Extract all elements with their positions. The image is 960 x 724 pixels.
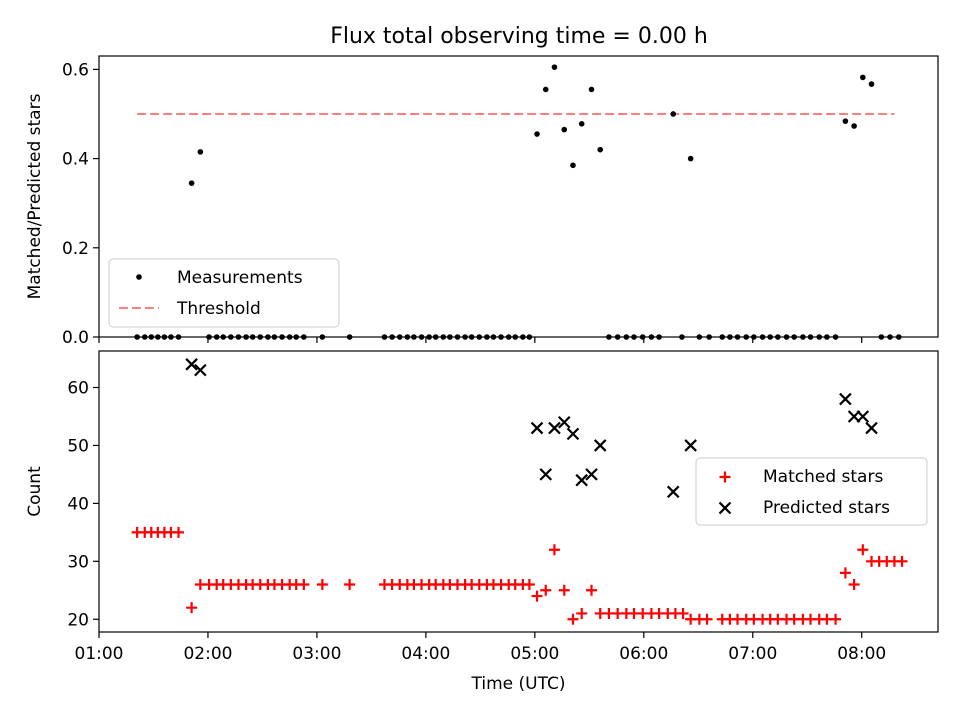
legend-matched-marker [719, 471, 731, 483]
predicted-stars-marker [856, 410, 870, 423]
x-tick-label: 02:00 [183, 644, 232, 664]
axes-frame [98, 350, 939, 633]
matched-stars-marker [830, 613, 842, 625]
x-tick-label: 04:00 [401, 644, 450, 664]
predicted-stars-marker [566, 427, 580, 441]
measurement-point [542, 86, 549, 93]
legend-predicted-marker [718, 501, 732, 515]
y-tick-label: 30 [67, 552, 89, 572]
matched-stars-marker [316, 578, 328, 590]
matched-stars-marker [701, 613, 713, 625]
measurement-point [687, 155, 694, 162]
predicted-stars-marker [575, 473, 588, 487]
matched-stars-marker [344, 578, 356, 590]
predicted-stars-marker [194, 363, 207, 377]
matched-stars-marker [586, 584, 598, 596]
matched-stars-marker [848, 578, 860, 590]
x-tick-label: 05:00 [510, 644, 559, 664]
legend-measurements-label: Measurements [177, 268, 303, 288]
y-tick-label: 0.0 [62, 328, 89, 348]
predicted-stars-marker [666, 485, 680, 499]
measurement-point [534, 131, 540, 137]
matched-stars-marker [896, 555, 908, 567]
matched-stars-marker [186, 602, 198, 614]
measurement-point [597, 146, 604, 153]
matched-stars-marker [567, 613, 579, 625]
predicted-stars-marker [557, 415, 571, 429]
predicted-stars-marker [865, 421, 878, 435]
legend-predicted-label: Predicted stars [763, 498, 890, 518]
legend: Measurements Threshold [108, 258, 340, 328]
x-tick-label: 07:00 [728, 644, 777, 664]
predicted-stars-marker [839, 392, 852, 406]
matched-stars-marker [839, 567, 851, 579]
axes-frame [98, 55, 939, 338]
matched-stars-marker [540, 584, 552, 596]
predicted-stars-marker [539, 468, 553, 481]
measurement-point [197, 149, 204, 155]
matched-stars-marker [173, 526, 185, 538]
matched-stars-marker [576, 607, 588, 619]
legend-matched-label: Matched stars [763, 467, 883, 487]
matched-stars-marker [298, 578, 310, 590]
x-tick-label: 06:00 [619, 644, 668, 664]
x-axis-label: Time (UTC) [471, 674, 566, 694]
matched-stars-marker [677, 607, 689, 619]
measurement-point [860, 74, 866, 81]
legend: Matched stars Predicted stars [695, 457, 928, 526]
y-tick-label: 20 [67, 610, 89, 630]
y-tick-label: 40 [67, 494, 89, 514]
predicted-stars-marker [548, 421, 561, 435]
y-tick-label: 0.4 [62, 150, 89, 170]
top-panel: 0.0 0.2 0.4 0.6 Matched/Predicted stars Measu… [25, 55, 939, 348]
chart-title: Flux total observing time = 0.00 h [330, 24, 708, 49]
y-axis-label: Count [25, 466, 45, 517]
x-tick-label: 08:00 [837, 644, 886, 664]
measurement-point [670, 111, 677, 117]
x-tick-label: 03:00 [292, 644, 341, 664]
legend-threshold-label: Threshold [176, 299, 261, 319]
matched-stars-marker [531, 590, 543, 602]
predicted-stars-marker [530, 421, 544, 435]
legend-box [108, 258, 340, 328]
measurement-point [588, 86, 595, 93]
y-tick-label: 0.6 [62, 60, 89, 80]
measurement-point [188, 180, 195, 186]
y-tick-label: 0.2 [62, 239, 89, 259]
y-tick-label: 50 [67, 436, 89, 456]
legend-measurements-marker [136, 274, 142, 280]
measurement-point [578, 120, 585, 127]
measurement-point [868, 81, 875, 87]
bottom-panel: 01:00 02:00 03:00 04:00 05:00 06:00 07:00 08:00… [25, 350, 939, 694]
matched-stars-marker [857, 544, 869, 556]
measurement-point [551, 64, 558, 70]
matched-stars-marker [548, 544, 560, 556]
predicted-stars-marker [684, 439, 697, 452]
measurement-point [851, 123, 857, 129]
x-tick-label: 01:00 [75, 644, 124, 664]
predicted-stars-marker [185, 358, 198, 371]
predicted-stars-marker [593, 439, 607, 452]
matched-stars-marker [523, 578, 535, 590]
legend-box [695, 457, 928, 526]
matched-stars-marker [558, 584, 570, 596]
predicted-stars-marker [585, 468, 598, 481]
y-axis-label: Matched/Predicted stars [25, 93, 45, 299]
measurement-point [842, 118, 849, 124]
measurement-point [570, 162, 576, 169]
measurement-point [561, 126, 568, 133]
y-tick-label: 60 [67, 379, 89, 399]
